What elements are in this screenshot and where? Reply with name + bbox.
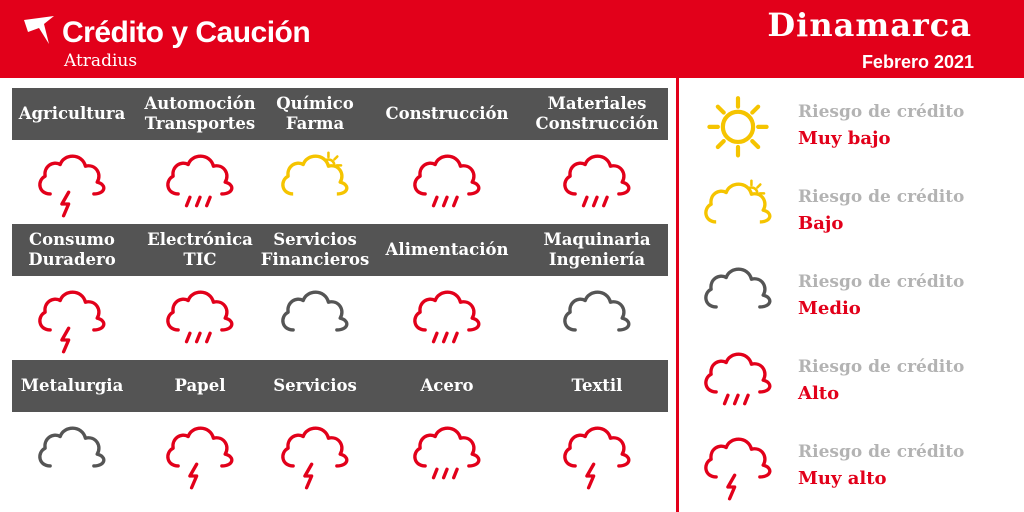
header-banner: Crédito y Caución Atradius Dinamarca Feb…	[0, 0, 1024, 78]
sector-label: Acero	[420, 376, 473, 396]
sector-label: Maquinaria Ingeniería	[543, 230, 650, 270]
sector-label-line: Automoción	[144, 94, 256, 113]
legend-kicker: Riesgo de crédito	[798, 357, 965, 377]
sector-label: Consumo Duradero	[28, 230, 115, 270]
sector-label-line: Transportes	[144, 114, 256, 133]
sector-label: Textil	[572, 376, 623, 396]
cloud-icon	[273, 281, 357, 361]
sector-label-line: Servicios	[273, 376, 357, 395]
cloud-icon	[696, 258, 780, 338]
sector-label-line: Agricultura	[18, 104, 126, 123]
sector-label-line: Químico	[276, 94, 354, 113]
sector-label-line: Materiales	[547, 94, 647, 113]
legend-kicker: Riesgo de crédito	[798, 102, 965, 122]
legend-kicker: Riesgo de crédito	[798, 442, 965, 462]
sector-label: Agricultura	[19, 104, 126, 124]
rain-cloud-icon	[405, 145, 489, 225]
legend-risk-level: Medio	[798, 298, 861, 319]
rain-cloud-icon	[158, 281, 242, 361]
storm-cloud-icon	[555, 417, 639, 497]
sector-band-row-2	[12, 224, 668, 276]
sector-label-line: Financieros	[260, 250, 370, 269]
sun-cloud-icon	[273, 145, 357, 225]
sector-label-line: Papel	[174, 376, 226, 395]
sector-label: Servicios	[273, 376, 357, 396]
sector-label: Electrónica TIC	[147, 230, 253, 270]
cloud-icon	[555, 281, 639, 361]
sector-band-row-3	[12, 360, 668, 412]
sector-label-line: Textil	[571, 376, 623, 395]
storm-cloud-icon	[273, 417, 357, 497]
legend-kicker: Riesgo de crédito	[798, 187, 965, 207]
legend-risk-level: Muy alto	[798, 468, 887, 489]
legend-risk-level: Alto	[798, 383, 840, 404]
sector-label: Automoción Transportes	[144, 94, 255, 134]
sector-label-line: Electrónica	[147, 230, 253, 249]
country-title: Dinamarca	[767, 6, 972, 44]
storm-cloud-icon	[158, 417, 242, 497]
sector-label-line: Acero	[420, 376, 474, 395]
sector-label-line: TIC	[183, 250, 217, 269]
sector-label-line: Maquinaria	[543, 230, 651, 249]
sector-label: Materiales Construcción	[535, 94, 658, 134]
sector-label-line: Servicios	[273, 230, 357, 249]
divider-line	[676, 78, 679, 512]
sector-label-line: Consumo	[29, 230, 115, 249]
legend-kicker: Riesgo de crédito	[798, 272, 965, 292]
sector-label-line: Ingeniería	[548, 250, 646, 269]
sector-band-row-1	[12, 88, 668, 140]
sector-label-line: Construcción	[385, 104, 509, 123]
sector-label-line: Farma	[285, 114, 345, 133]
report-date: Febrero 2021	[861, 52, 974, 72]
storm-cloud-icon	[30, 281, 114, 361]
sector-label-line: Metalurgia	[20, 376, 124, 395]
sector-label: Alimentación	[386, 240, 509, 260]
sun-cloud-icon	[696, 173, 780, 253]
sector-label-line: Construcción	[535, 114, 659, 133]
rain-cloud-icon	[405, 417, 489, 497]
rain-cloud-icon	[696, 343, 780, 423]
sector-label: Metalurgia	[21, 376, 124, 396]
sector-label-line: Duradero	[28, 250, 116, 269]
sun-icon	[696, 88, 780, 168]
cloud-icon	[30, 417, 114, 497]
atradius-logo-icon	[24, 16, 54, 44]
sector-label-line: Alimentación	[385, 240, 509, 259]
rain-cloud-icon	[405, 281, 489, 361]
sector-label: Construcción	[385, 104, 508, 124]
brand-title: Crédito y Caución	[62, 16, 311, 49]
sector-label: Papel	[175, 376, 226, 396]
storm-cloud-icon	[30, 145, 114, 225]
sector-label: Servicios Financieros	[261, 230, 369, 270]
brand-subtitle: Atradius	[64, 51, 138, 71]
legend-risk-level: Muy bajo	[798, 128, 891, 149]
storm-cloud-icon	[696, 428, 780, 508]
legend-risk-level: Bajo	[798, 213, 844, 234]
rain-cloud-icon	[158, 145, 242, 225]
rain-cloud-icon	[555, 145, 639, 225]
sector-label: Químico Farma	[276, 94, 353, 134]
